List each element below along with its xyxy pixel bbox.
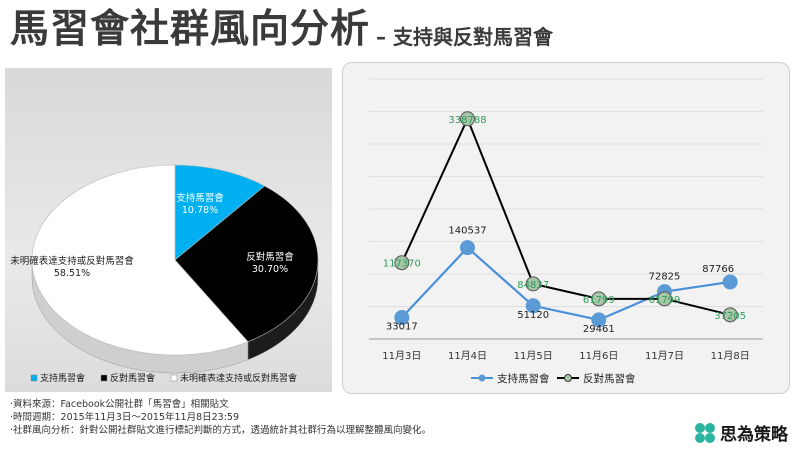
legend-label-1: 反對馬習會	[583, 372, 636, 385]
line-legend: 支持馬習會 反對馬習會	[471, 372, 636, 385]
series-1-data-label-4: 61799	[649, 295, 681, 306]
title-row: 馬習會社群風向分析 – 支持與反對馬習會	[10, 4, 553, 52]
x-tick-label-2: 11月5日	[514, 350, 553, 362]
series-1-data-label-5: 37205	[714, 311, 746, 322]
page-title: 馬習會社群風向分析	[10, 7, 371, 52]
x-tick-label-0: 11月3日	[382, 350, 421, 362]
x-tick-label-4: 11月7日	[645, 350, 684, 362]
series-0-data-label-2: 51120	[517, 310, 549, 321]
line-chart: 33017 140537 51120 29461 72825 87766 117370 338…	[369, 78, 763, 385]
x-tick-label-5: 11月8日	[711, 350, 750, 362]
pie-slice-0	[174, 164, 266, 261]
series-0-point-3	[591, 312, 607, 328]
pie-legend-label-0: 支持馬習會	[40, 372, 85, 384]
pie-slice-1	[174, 185, 319, 343]
series-0-data-label-3: 29461	[583, 324, 615, 335]
legend-label-0: 支持馬習會	[497, 372, 550, 385]
series-1-data-label-1: 338788	[448, 115, 486, 126]
series-1-data-label-2: 84837	[517, 280, 549, 291]
series-0-point-2	[525, 298, 541, 314]
page-subtitle: – 支持與反對馬習會	[376, 25, 553, 49]
series-1-point-4	[657, 291, 672, 307]
series-0-point-1	[460, 240, 475, 256]
legend-marker-1	[564, 374, 572, 382]
pie-chart-panel: 支持馬習會 10.78% 反對馬習會 30.70% 未明確表達支持或反對馬習會 58.51…	[5, 68, 332, 392]
pie-legend-label-2: 未明確表達支持或反對馬習會	[180, 372, 297, 384]
line-chart-panel: 33017 140537 51120 29461 72825 87766 117370 338…	[342, 62, 790, 394]
series-0-data-label-1: 140537	[448, 226, 486, 237]
brand: 思為策略	[694, 420, 788, 445]
pie-label-1: 反對馬習會	[246, 251, 294, 263]
pie-legend: 支持馬習會 反對馬習會 未明確表達支持或反對馬習會	[30, 372, 297, 384]
series-1-data-label-0: 117370	[383, 259, 421, 270]
pie-legend-swatch-2	[170, 374, 178, 382]
series-1-point-1	[460, 111, 475, 127]
series-line-0	[401, 246, 731, 321]
pie-pct-1: 30.70%	[252, 264, 288, 275]
series-line-1	[400, 116, 731, 316]
x-tick-label-1: 11月4日	[448, 350, 487, 362]
pie-chart: 支持馬習會10.78%反對馬習會30.70%未明確表達支持或反對馬習會58.51…	[10, 164, 319, 384]
note-period: ·時間週期：2015年11月3日～2015年11月8日23:59	[10, 412, 240, 423]
series-0-point-0	[394, 310, 410, 326]
pie-label-0: 支持馬習會	[176, 192, 224, 204]
pie-slices	[31, 164, 319, 356]
x-tick-label-3: 11月6日	[579, 350, 618, 362]
series-0-data-label-4: 72825	[649, 272, 681, 283]
pie-pct-2: 58.51%	[54, 268, 90, 279]
series-0-data-label-5: 87766	[702, 264, 734, 275]
line-x-axis: 11月3日 11月4日 11月5日 11月6日 11月7日 11月8日	[382, 350, 749, 362]
note-source: ·資料來源：Facebook公開社群「馬習會」相關貼文	[10, 399, 229, 410]
brand-logo-icon	[695, 422, 715, 443]
brand-name: 思為策略	[720, 425, 788, 445]
series-1-point-3	[591, 291, 607, 307]
series-0-point-5	[722, 274, 738, 290]
line-series: 33017 140537 51120 29461 72825 87766 117370 338…	[383, 111, 746, 335]
pie-label-2: 未明確表達支持或反對馬習會	[10, 255, 134, 267]
note-method: ·社群風向分析：針對公開社群貼文進行標記判斷的方式，透過統計其社群行為以理解整體…	[10, 425, 432, 436]
pie-pct-0: 10.78%	[182, 205, 218, 216]
pie-legend-swatch-0	[30, 374, 38, 382]
series-1-point-5	[722, 307, 738, 323]
pie-slice-2	[31, 164, 249, 356]
series-0-data-label-0: 33017	[386, 322, 418, 333]
series-1-point-0	[394, 255, 410, 271]
line-grid	[369, 78, 763, 340]
series-1-data-label-3: 61799	[583, 295, 615, 306]
notes: ·資料來源：Facebook公開社群「馬習會」相關貼文 ·時間週期：2015年1…	[10, 398, 431, 437]
pie-legend-label-1: 反對馬習會	[110, 372, 155, 384]
series-1-point-2	[525, 276, 541, 292]
legend-marker-0	[478, 374, 486, 382]
pie-legend-swatch-1	[100, 374, 108, 382]
